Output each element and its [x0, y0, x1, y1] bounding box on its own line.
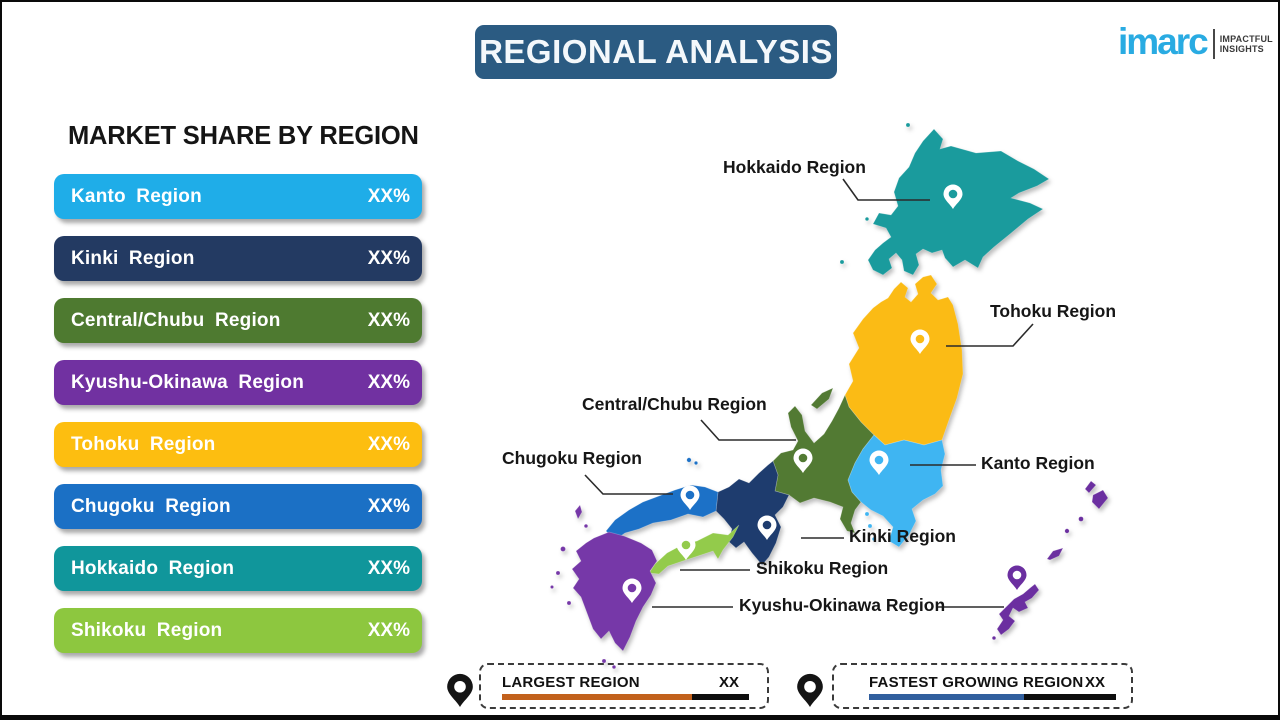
- map-label-chugoku: Chugoku Region: [502, 448, 642, 468]
- oki-islands: [686, 457, 699, 466]
- map-pins: [447, 184, 1027, 707]
- region-label: Hokkaido Region: [71, 557, 235, 579]
- pin-hokkaido-icon: [943, 184, 963, 209]
- pin-kyushu-icon: [622, 578, 642, 603]
- map-label-tohoku: Tohoku Region: [990, 301, 1117, 321]
- legend-largest-label: LARGEST REGION: [502, 674, 640, 691]
- region-share-value: XX%: [367, 433, 410, 455]
- map-label-hokkaido: Hokkaido Region: [723, 157, 866, 177]
- region-tohoku: [844, 274, 964, 446]
- logo-tagline-line1: IMPACTFUL: [1219, 33, 1273, 44]
- market-share-row-central-chubu: Central/Chubu Region XX%: [54, 298, 422, 343]
- region-share-value: XX%: [367, 619, 410, 641]
- imarc-logo: imarc IMPACTFUL INSIGHTS: [1118, 21, 1273, 62]
- legend-largest-bar: [502, 694, 749, 700]
- region-share-value: XX%: [367, 247, 410, 269]
- pin-tohoku-icon: [910, 329, 930, 354]
- market-share-row-chugoku: Chugoku Region XX%: [54, 484, 422, 529]
- market-share-row-hokkaido: Hokkaido Region XX%: [54, 546, 422, 591]
- legend-fastest-growing-region: FASTEST GROWING REGION XX: [832, 663, 1133, 709]
- legend-fastest-label: FASTEST GROWING REGION: [869, 674, 1084, 691]
- pin-okinawa-icon: [1007, 565, 1027, 590]
- region-label: Tohoku Region: [71, 433, 216, 455]
- region-share-value: XX%: [367, 309, 410, 331]
- sado-island: [810, 387, 834, 410]
- region-share-value: XX%: [367, 557, 410, 579]
- legend-fastest-value: XX: [1084, 674, 1105, 691]
- region-share-value: XX%: [367, 185, 410, 207]
- leader-chugoku: [584, 474, 673, 495]
- pin-chugoku-icon: [680, 485, 700, 510]
- legend-fastest-bar: [869, 694, 1116, 700]
- region-hokkaido: [867, 128, 1050, 276]
- pin-shikoku-icon: [676, 535, 696, 560]
- region-label: Chugoku Region: [71, 495, 231, 517]
- region-share-value: XX%: [367, 495, 410, 517]
- map-label-kyushu-okinawa: Kyushu-Okinawa Region: [739, 595, 946, 615]
- map-label-kanto: Kanto Region: [981, 453, 1095, 473]
- leader-tohoku: [946, 323, 1034, 347]
- market-share-heading: MARKET SHARE BY REGION: [68, 122, 419, 150]
- legend-largest-value: XX: [718, 674, 739, 691]
- imarc-wordmark: imarc: [1118, 21, 1209, 62]
- leader-hokkaido: [842, 178, 930, 201]
- legend-largest-bar-rest: [692, 694, 749, 700]
- hokkaido-minor-islands: [839, 122, 911, 265]
- region-label: Shikoku Region: [71, 619, 223, 641]
- market-share-row-kanto: Kanto Region XX%: [54, 174, 422, 219]
- pin-central-chubu-icon: [793, 448, 813, 473]
- region-kyushu: [571, 531, 658, 652]
- region-central-chubu: [772, 394, 875, 534]
- region-label: Central/Chubu Region: [71, 309, 281, 331]
- region-shikoku: [648, 524, 740, 575]
- market-share-row-shikoku: Shikoku Region XX%: [54, 608, 422, 653]
- pin-kinki-icon: [757, 515, 777, 540]
- region-label: Kyushu-Okinawa Region: [71, 371, 305, 393]
- legend-largest-region: LARGEST REGION XX: [479, 663, 769, 709]
- okinawa-islands: [991, 480, 1109, 641]
- map-label-shikoku: Shikoku Region: [756, 558, 889, 578]
- logo-divider: [1212, 29, 1215, 59]
- region-kinki: [715, 460, 790, 566]
- region-label: Kanto Region: [71, 185, 202, 207]
- legend-fastest-bar-rest: [1024, 694, 1116, 700]
- pin-legend-fastest-icon: [797, 673, 823, 707]
- market-share-row-kinki: Kinki Region XX%: [54, 236, 422, 281]
- pin-kanto-icon: [869, 450, 889, 475]
- region-label: Kinki Region: [71, 247, 195, 269]
- map-label-central-chubu: Central/Chubu Region: [582, 394, 767, 414]
- pin-legend-largest-icon: [447, 673, 473, 707]
- page-title: REGIONAL ANALYSIS: [475, 25, 837, 79]
- page-title-text: REGIONAL ANALYSIS: [479, 33, 833, 70]
- map-label-kinki: Kinki Region: [849, 526, 956, 546]
- leader-central-chubu: [700, 419, 796, 441]
- kyushu-minor-islands: [550, 504, 617, 670]
- market-share-row-kyushu-okinawa: Kyushu-Okinawa Region XX%: [54, 360, 422, 405]
- logo-tagline: IMPACTFUL INSIGHTS: [1220, 34, 1273, 55]
- leader-lines: [584, 178, 1034, 608]
- region-share-value: XX%: [367, 371, 410, 393]
- legend-largest-bar-fill: [502, 694, 692, 700]
- legend-fastest-bar-fill: [869, 694, 1024, 700]
- region-chugoku: [605, 484, 719, 541]
- market-share-list: Kanto Region XX% Kinki Region XX% Centra…: [54, 174, 422, 670]
- market-share-row-tohoku: Tohoku Region XX%: [54, 422, 422, 467]
- logo-tagline-line2: INSIGHTS: [1219, 44, 1264, 54]
